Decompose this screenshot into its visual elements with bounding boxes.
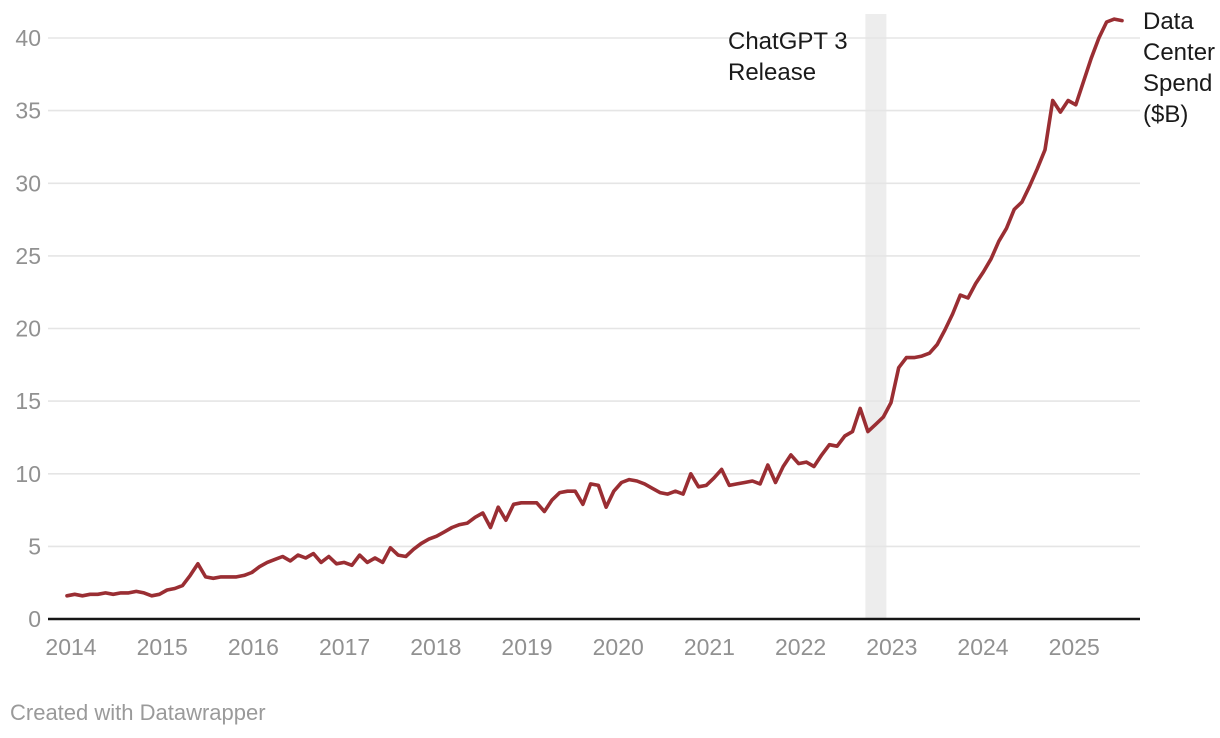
x-tick-label: 2017 xyxy=(319,634,370,660)
x-tick-label: 2021 xyxy=(684,634,735,660)
y-tick-label: 10 xyxy=(15,461,41,487)
series-unit-label-line: ($B) xyxy=(1143,101,1189,128)
x-tick-label: 2025 xyxy=(1049,634,1100,660)
y-tick-label: 15 xyxy=(15,388,41,414)
x-tick-label: 2014 xyxy=(45,634,96,660)
annotation-line: Release xyxy=(728,59,817,86)
x-tick-label: 2022 xyxy=(775,634,826,660)
x-tick-label: 2018 xyxy=(410,634,461,660)
series-unit-label-line: Center xyxy=(1143,39,1216,66)
x-tick-label: 2019 xyxy=(501,634,552,660)
x-tick-label: 2024 xyxy=(957,634,1008,660)
chatgpt-release-band xyxy=(865,14,887,619)
y-tick-label: 0 xyxy=(28,606,41,632)
series-unit-label: Data Center Spend ($B) xyxy=(1143,6,1215,130)
y-tick-label: 25 xyxy=(15,243,41,269)
x-tick-label: 2023 xyxy=(866,634,917,660)
series-unit-label-line: Spend xyxy=(1143,70,1213,97)
y-tick-label: 30 xyxy=(15,170,41,196)
annotation-line: ChatGPT 3 xyxy=(728,28,848,55)
annotation-chatgpt-release: ChatGPT 3 Release xyxy=(728,26,848,88)
x-tick-label: 2015 xyxy=(137,634,188,660)
y-tick-label: 5 xyxy=(28,533,41,559)
x-tick-label: 2020 xyxy=(593,634,644,660)
y-tick-label: 20 xyxy=(15,316,41,342)
y-tick-label: 40 xyxy=(15,25,41,51)
x-tick-label: 2016 xyxy=(228,634,279,660)
y-tick-label: 35 xyxy=(15,98,41,124)
series-unit-label-line: Data xyxy=(1143,8,1194,35)
spend-line xyxy=(65,17,1124,598)
datawrapper-attribution: Created with Datawrapper xyxy=(10,700,266,725)
